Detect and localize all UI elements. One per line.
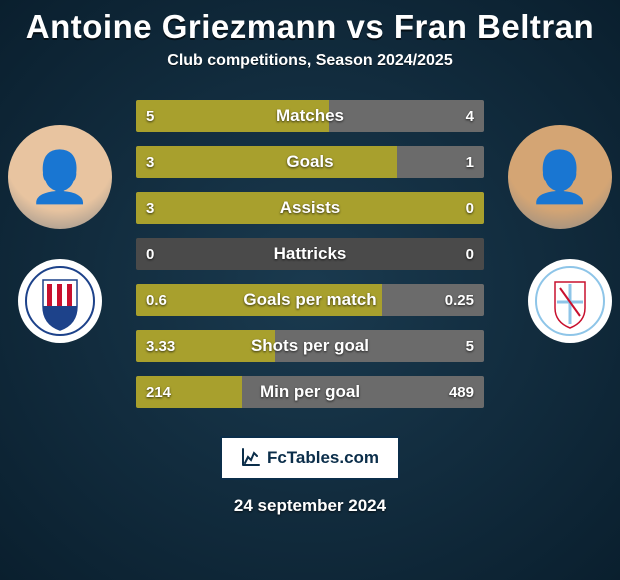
- celta-badge-icon: [535, 266, 605, 336]
- atletico-badge-icon: [25, 266, 95, 336]
- stat-label: Min per goal: [136, 376, 484, 408]
- stat-row: 54Matches: [136, 100, 484, 132]
- stat-label: Goals per match: [136, 284, 484, 316]
- stat-row: 00Hattricks: [136, 238, 484, 270]
- subtitle: Club competitions, Season 2024/2025: [0, 52, 620, 70]
- stat-row: 3.335Shots per goal: [136, 330, 484, 362]
- club-left-logo: [18, 259, 102, 343]
- stats-bars: 54Matches 31Goals 30Assists 00Hattricks 0.60…: [136, 100, 484, 408]
- stat-label: Goals: [136, 146, 484, 178]
- stat-label: Assists: [136, 192, 484, 224]
- date-label: 24 september 2024: [0, 496, 620, 516]
- stat-row: 31Goals: [136, 146, 484, 178]
- club-right-logo: [528, 259, 612, 343]
- brand-logo: FcTables.com: [220, 436, 400, 480]
- page-title: Antoine Griezmann vs Fran Beltran: [0, 8, 620, 46]
- stat-label: Matches: [136, 100, 484, 132]
- stat-label: Hattricks: [136, 238, 484, 270]
- stat-row: 214489Min per goal: [136, 376, 484, 408]
- stat-row: 0.60.25Goals per match: [136, 284, 484, 316]
- player-left-avatar: 👤: [8, 125, 112, 229]
- right-column: 👤: [508, 125, 612, 373]
- player-right-avatar: 👤: [508, 125, 612, 229]
- left-column: 👤: [8, 125, 112, 373]
- stat-row: 30Assists: [136, 192, 484, 224]
- brand-text: FcTables.com: [267, 448, 379, 468]
- chart-icon: [241, 447, 261, 470]
- comparison-infographic: Antoine Griezmann vs Fran Beltran Club c…: [0, 0, 620, 580]
- stat-label: Shots per goal: [136, 330, 484, 362]
